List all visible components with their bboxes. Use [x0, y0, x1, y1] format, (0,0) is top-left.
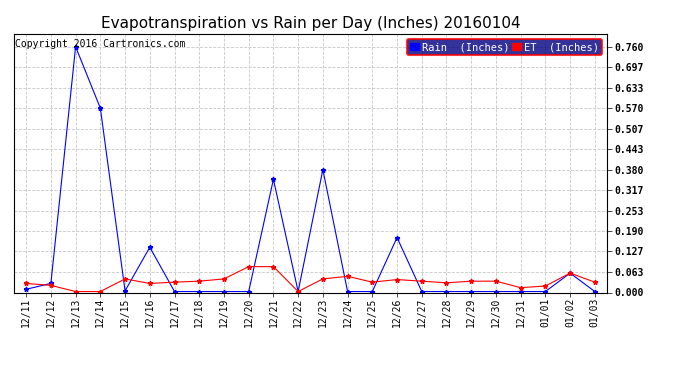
Text: Copyright 2016 Cartronics.com: Copyright 2016 Cartronics.com	[15, 39, 186, 49]
Title: Evapotranspiration vs Rain per Day (Inches) 20160104: Evapotranspiration vs Rain per Day (Inch…	[101, 16, 520, 31]
Legend: Rain  (Inches), ET  (Inches): Rain (Inches), ET (Inches)	[407, 39, 602, 55]
